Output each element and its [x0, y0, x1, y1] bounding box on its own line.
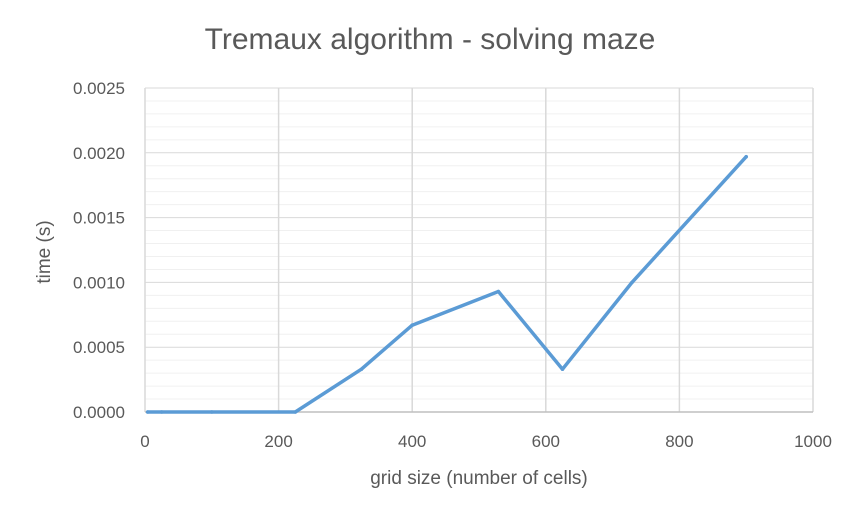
y-tick-label: 0.0025 [73, 79, 125, 98]
x-axis-ticks: 0 200 400 600 800 1000 [140, 432, 832, 451]
y-axis-ticks: 0.0000 0.0005 0.0010 0.0015 0.0020 0.0025 [73, 79, 125, 422]
data-point [744, 154, 748, 159]
data-point [210, 410, 214, 414]
x-tick-label: 1000 [794, 432, 832, 451]
data-point [496, 289, 501, 294]
x-tick-label: 400 [398, 432, 426, 451]
y-tick-label: 0.0020 [73, 144, 125, 163]
y-axis-label: time (s) [34, 220, 55, 283]
data-point [630, 280, 634, 285]
x-tick-label: 0 [140, 432, 149, 451]
y-tick-label: 0.0005 [73, 338, 125, 357]
y-tick-label: 0.0015 [73, 209, 125, 228]
data-point [293, 410, 298, 414]
x-tick-label: 600 [532, 432, 560, 451]
data-point [359, 367, 364, 371]
major-gridlines [144, 87, 814, 412]
minor-gridlines [145, 100, 813, 400]
data-point [159, 410, 164, 414]
series-line [145, 154, 748, 414]
x-tick-label: 800 [665, 432, 693, 451]
x-axis-label: grid size (number of cells) [370, 468, 588, 489]
chart-title: Tremaux algorithm - solving maze [205, 23, 656, 56]
y-tick-label: 0.0000 [73, 403, 125, 422]
y-tick-label: 0.0010 [73, 273, 125, 292]
data-point [560, 367, 565, 371]
data-point [410, 323, 414, 327]
x-tick-label: 200 [264, 432, 292, 451]
data-point [145, 410, 150, 414]
